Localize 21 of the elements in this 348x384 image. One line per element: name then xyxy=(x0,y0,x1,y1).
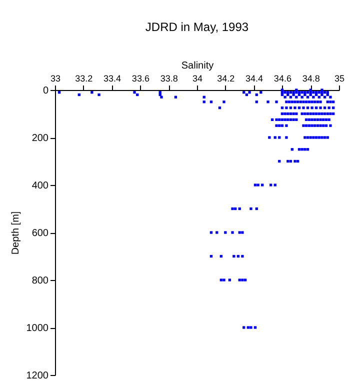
x-tick-label: 33.8 xyxy=(160,74,178,84)
y-tick-label: 200 xyxy=(32,133,49,144)
x-tick-label: 33.6 xyxy=(132,74,150,84)
x-tick-label: 34.4 xyxy=(246,74,264,84)
x-tick-label: 33 xyxy=(50,74,61,84)
y-tick-label: 1200 xyxy=(26,370,49,382)
y-tick-label: 800 xyxy=(32,276,49,286)
y-tick-label: 1000 xyxy=(26,323,49,334)
x-tick-label: 34.6 xyxy=(274,74,292,84)
x-tick-label: 33.4 xyxy=(104,74,122,84)
x-tick-label: 34.8 xyxy=(302,74,320,84)
y-tick-label: 400 xyxy=(32,180,49,192)
x-tick-label: 34 xyxy=(192,74,203,84)
y-tick-label: 0 xyxy=(42,86,49,96)
x-axis-title: Salinity xyxy=(181,60,214,72)
x-tick-label: 34.2 xyxy=(217,74,235,84)
chart-title: JDRD in May, 1993 xyxy=(145,20,249,34)
y-axis-title: Depth [m] xyxy=(10,211,22,255)
x-tick-label: 35 xyxy=(334,74,345,84)
y-tick-label: 600 xyxy=(32,228,49,239)
x-tick-label: 33.2 xyxy=(75,74,93,84)
